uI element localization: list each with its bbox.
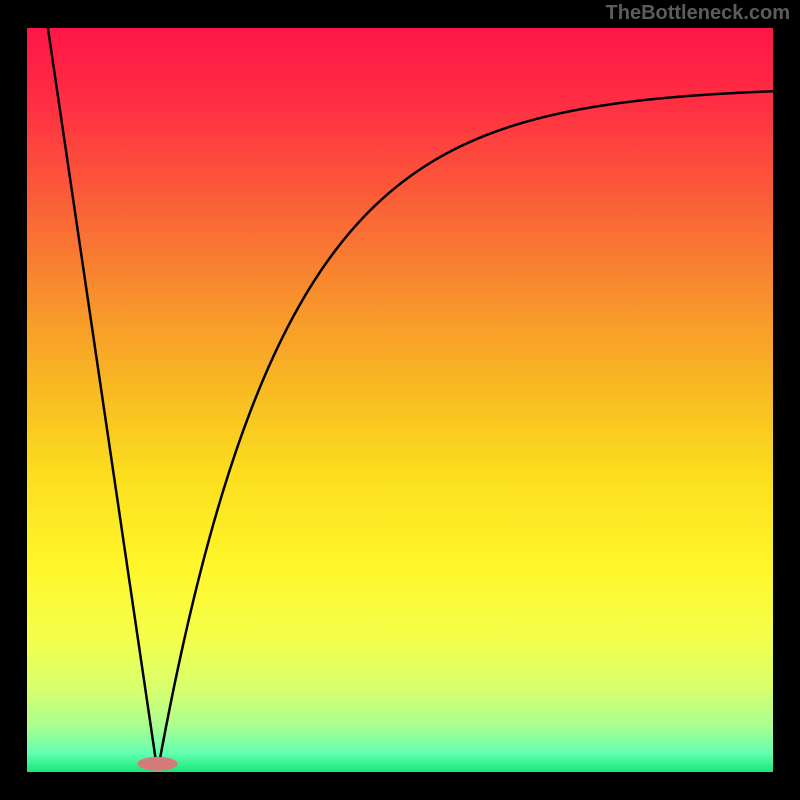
plot-frame	[27, 28, 773, 772]
plot-background-gradient	[27, 28, 773, 772]
attribution-text: TheBottleneck.com	[606, 2, 790, 25]
chart-stage: TheBottleneck.com	[0, 0, 800, 800]
